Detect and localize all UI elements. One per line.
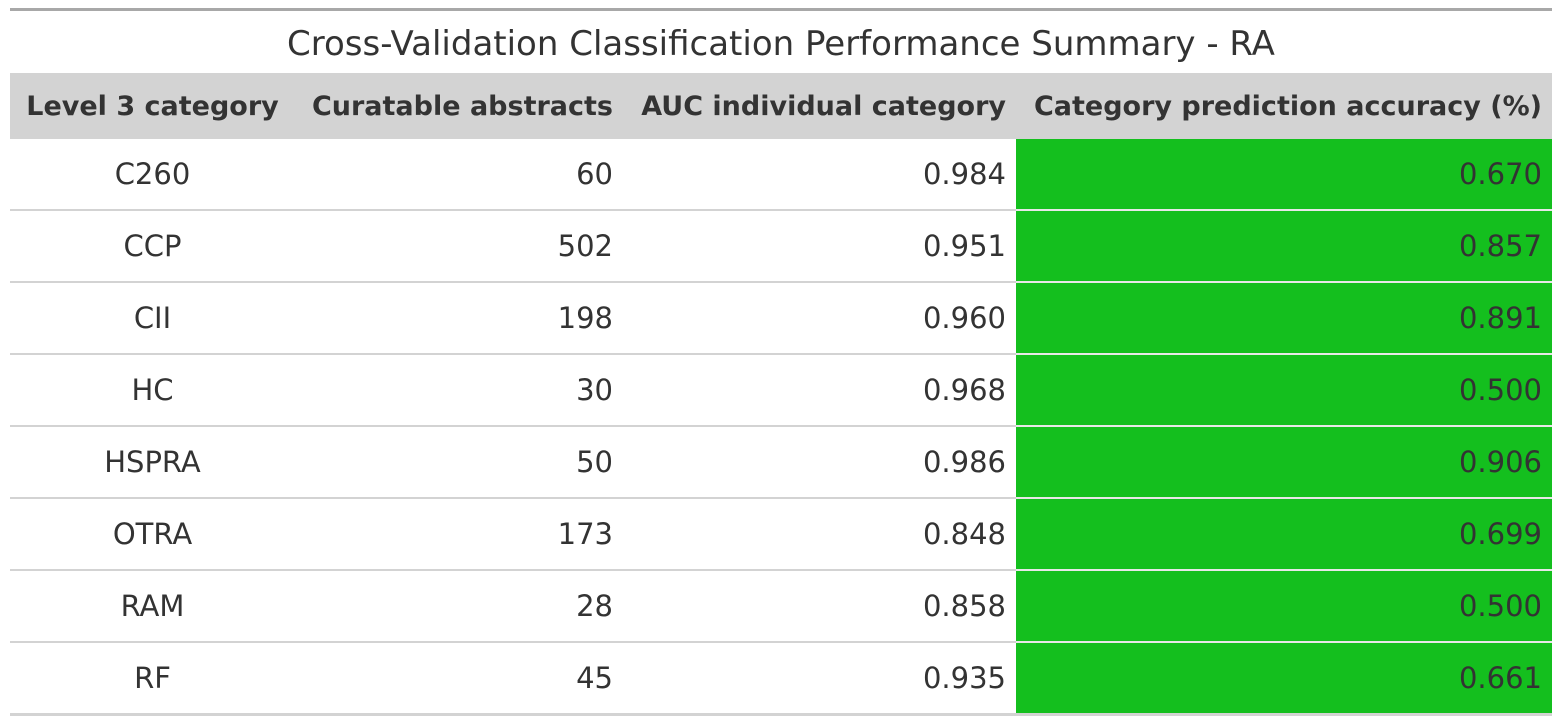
cell-abstracts: 198 (295, 281, 623, 354)
cell-abstracts: 502 (295, 209, 623, 282)
column-header-accuracy: Category prediction accuracy (%) (1016, 73, 1552, 139)
cell-abstracts: 60 (576, 157, 613, 191)
table-row: CII 198 0.960 0.891 (10, 281, 1552, 354)
cell-abstracts: 50 (295, 425, 623, 498)
cell-category: CCP (10, 209, 295, 282)
column-header-category: Level 3 category (10, 73, 295, 139)
column-header-abstracts: Curatable abstracts (295, 73, 623, 139)
cell-abstracts: 28 (295, 569, 623, 642)
table-row: HSPRA 50 0.986 0.906 (10, 425, 1552, 498)
table-row: OTRA 173 0.848 0.699 (10, 497, 1552, 570)
cell-accuracy: 0.670 (1016, 139, 1552, 210)
cell-auc: 0.951 (623, 209, 1016, 282)
cell-auc: 0.848 (623, 497, 1016, 570)
header-row: Level 3 category Curatable abstracts AUC… (10, 73, 1552, 139)
table-title: Cross-Validation Classification Performa… (287, 24, 1275, 64)
table-body: C260 60 0.984 0.670 CCP 502 0.951 0.857 CII 198 0.… (10, 139, 1552, 713)
cell-category: HSPRA (10, 425, 295, 498)
cell-auc: 0.960 (623, 281, 1016, 354)
cell-accuracy: 0.891 (1016, 281, 1552, 354)
summary-table-container: Cross-Validation Classification Performa… (10, 8, 1552, 716)
table-header: Level 3 category Curatable abstracts AUC… (10, 73, 1552, 139)
cell-abstracts: 45 (295, 641, 623, 713)
cell-auc: 0.984 (922, 157, 1006, 191)
cell-auc: 0.935 (623, 641, 1016, 713)
cell-category: RF (10, 641, 295, 713)
cell-accuracy: 0.500 (1016, 569, 1552, 642)
cell-abstracts: 30 (295, 353, 623, 426)
column-header-auc: AUC individual category (623, 73, 1016, 139)
table-row: HC 30 0.968 0.500 (10, 353, 1552, 426)
cell-auc: 0.858 (623, 569, 1016, 642)
table-row: RF 45 0.935 0.661 (10, 641, 1552, 713)
cell-accuracy: 0.699 (1016, 497, 1552, 570)
table-row: RAM 28 0.858 0.500 (10, 569, 1552, 642)
table-row: C260 60 0.984 0.670 (10, 139, 1552, 210)
table-row: CCP 502 0.951 0.857 (10, 209, 1552, 282)
performance-table: Level 3 category Curatable abstracts AUC… (10, 73, 1552, 713)
cell-category: HC (10, 353, 295, 426)
cell-accuracy: 0.661 (1016, 641, 1552, 713)
cell-category: C260 (114, 157, 191, 191)
cell-auc: 0.986 (623, 425, 1016, 498)
cell-accuracy: 0.906 (1016, 425, 1552, 498)
cell-category: CII (10, 281, 295, 354)
cell-auc: 0.968 (623, 353, 1016, 426)
cell-category: OTRA (10, 497, 295, 570)
cell-abstracts: 173 (295, 497, 623, 570)
cell-category: RAM (10, 569, 295, 642)
cell-accuracy: 0.857 (1016, 209, 1552, 282)
cell-accuracy: 0.500 (1016, 353, 1552, 426)
